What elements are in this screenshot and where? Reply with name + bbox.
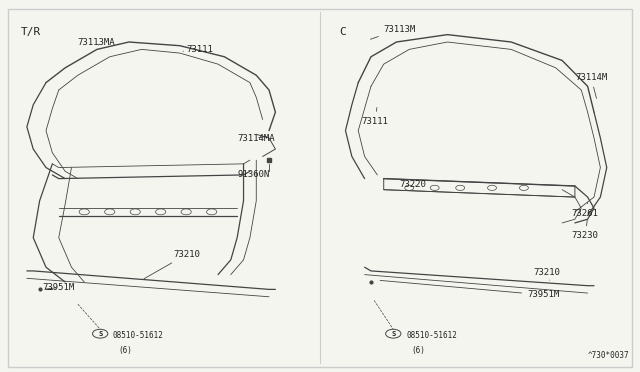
Text: 73230: 73230: [572, 220, 598, 240]
Text: 73113M: 73113M: [371, 25, 416, 39]
Text: 73951M: 73951M: [43, 283, 75, 292]
Text: T/R: T/R: [20, 27, 41, 37]
Text: 73210: 73210: [144, 250, 200, 279]
Text: 73114MA: 73114MA: [237, 134, 275, 142]
Text: 73951M: 73951M: [380, 280, 559, 299]
Text: 73111: 73111: [362, 108, 388, 126]
Text: 73220: 73220: [399, 180, 426, 189]
Text: S: S: [391, 331, 396, 337]
Text: S: S: [98, 331, 102, 337]
Text: 08510-51612: 08510-51612: [113, 331, 164, 340]
Text: 73111: 73111: [183, 45, 213, 54]
Text: 91360N: 91360N: [237, 170, 269, 179]
Text: C: C: [339, 27, 346, 37]
Text: 08510-51612: 08510-51612: [406, 331, 457, 340]
Text: (6): (6): [412, 346, 426, 355]
Text: 73261: 73261: [572, 203, 598, 218]
Text: 73113MA: 73113MA: [78, 38, 115, 46]
Text: ^730*0037: ^730*0037: [588, 350, 629, 359]
Text: 73210: 73210: [534, 268, 561, 280]
Text: 73114M: 73114M: [575, 73, 607, 98]
Text: (6): (6): [118, 346, 132, 355]
